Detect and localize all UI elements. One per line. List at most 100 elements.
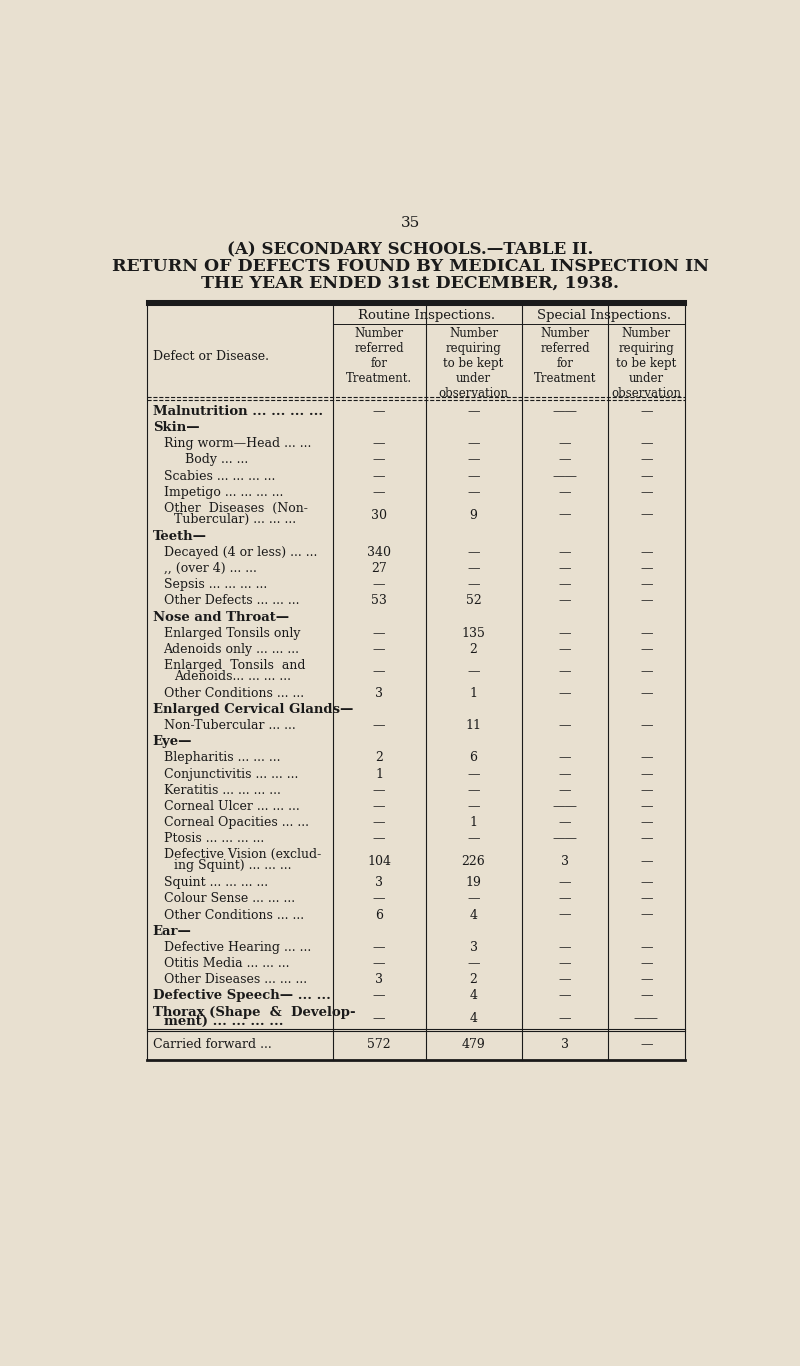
Text: Adenoids only ... ... ...: Adenoids only ... ... ... — [163, 643, 299, 656]
Text: 27: 27 — [371, 561, 387, 575]
Text: Defect or Disease.: Defect or Disease. — [153, 350, 269, 363]
Text: Other  Diseases  (Non-: Other Diseases (Non- — [163, 501, 307, 515]
Text: 9: 9 — [470, 508, 478, 522]
Text: —: — — [640, 470, 653, 482]
Text: —: — — [640, 578, 653, 591]
Text: —: — — [467, 768, 480, 780]
Text: —: — — [558, 578, 571, 591]
Text: —: — — [558, 665, 571, 679]
Text: —: — — [640, 1038, 653, 1050]
Text: —: — — [467, 454, 480, 466]
Text: 340: 340 — [367, 546, 391, 559]
Text: 4: 4 — [470, 989, 478, 1003]
Text: —: — — [640, 876, 653, 889]
Text: 53: 53 — [371, 594, 387, 608]
Text: ——: —— — [553, 404, 578, 418]
Text: —: — — [373, 486, 386, 499]
Text: —: — — [640, 437, 653, 451]
Text: 3: 3 — [375, 973, 383, 986]
Text: Ring worm—Head ... ...: Ring worm—Head ... ... — [163, 437, 311, 451]
Text: ing Squint) ... ... ...: ing Squint) ... ... ... — [174, 859, 292, 873]
Text: —: — — [373, 627, 386, 639]
Text: —: — — [640, 989, 653, 1003]
Text: 11: 11 — [466, 719, 482, 732]
Text: —: — — [373, 470, 386, 482]
Text: —: — — [640, 486, 653, 499]
Text: —: — — [640, 768, 653, 780]
Text: ——: —— — [553, 470, 578, 482]
Text: Corneal Ulcer ... ... ...: Corneal Ulcer ... ... ... — [163, 800, 299, 813]
Text: —: — — [373, 1012, 386, 1024]
Text: ment) ... ... ... ...: ment) ... ... ... ... — [163, 1016, 283, 1030]
Text: —: — — [558, 892, 571, 906]
Text: Routine Inspections.: Routine Inspections. — [358, 309, 496, 321]
Text: Number
requiring
to be kept
under
observation: Number requiring to be kept under observ… — [611, 328, 682, 400]
Text: 2: 2 — [470, 643, 478, 656]
Text: Ear—: Ear— — [153, 925, 191, 937]
Text: —: — — [640, 546, 653, 559]
Text: 135: 135 — [462, 627, 486, 639]
Text: Special Inspections.: Special Inspections. — [537, 309, 671, 321]
Text: Non-Tubercular ... ...: Non-Tubercular ... ... — [163, 719, 295, 732]
Text: —: — — [558, 941, 571, 953]
Text: —: — — [467, 958, 480, 970]
Text: —: — — [467, 470, 480, 482]
Text: ——: —— — [553, 832, 578, 846]
Text: —: — — [558, 1012, 571, 1024]
Text: —: — — [640, 719, 653, 732]
Text: 3: 3 — [470, 941, 478, 953]
Text: 2: 2 — [375, 751, 383, 765]
Text: —: — — [640, 832, 653, 846]
Text: —: — — [373, 437, 386, 451]
Text: 3: 3 — [375, 687, 383, 699]
Text: —: — — [373, 989, 386, 1003]
Text: 2: 2 — [470, 973, 478, 986]
Text: 6: 6 — [470, 751, 478, 765]
Text: —: — — [558, 561, 571, 575]
Text: —: — — [467, 832, 480, 846]
Text: —: — — [640, 855, 653, 867]
Text: Blepharitis ... ... ...: Blepharitis ... ... ... — [163, 751, 280, 765]
Text: —: — — [558, 719, 571, 732]
Text: Otitis Media ... ... ...: Otitis Media ... ... ... — [163, 958, 289, 970]
Text: —: — — [467, 800, 480, 813]
Text: —: — — [373, 892, 386, 906]
Text: Number
referred
for
Treatment: Number referred for Treatment — [534, 328, 596, 385]
Text: 3: 3 — [561, 855, 569, 867]
Text: —: — — [373, 816, 386, 829]
Text: Other Conditions ... ...: Other Conditions ... ... — [163, 908, 304, 922]
Text: —: — — [558, 958, 571, 970]
Text: —: — — [373, 578, 386, 591]
Text: Body ... ...: Body ... ... — [186, 454, 249, 466]
Text: —: — — [467, 561, 480, 575]
Text: Adenoids... ... ... ...: Adenoids... ... ... ... — [174, 669, 291, 683]
Text: Thorax (Shape  &  Develop-: Thorax (Shape & Develop- — [153, 1005, 355, 1019]
Text: ——: —— — [634, 1012, 659, 1024]
Text: 19: 19 — [466, 876, 482, 889]
Text: Carried forward ...: Carried forward ... — [153, 1038, 271, 1050]
Text: —: — — [640, 561, 653, 575]
Text: —: — — [640, 508, 653, 522]
Text: 226: 226 — [462, 855, 486, 867]
Text: —: — — [558, 687, 571, 699]
Text: —: — — [373, 719, 386, 732]
Text: (A) SECONDARY SCHOOLS.—TABLE II.: (A) SECONDARY SCHOOLS.—TABLE II. — [227, 240, 593, 258]
Text: —: — — [467, 784, 480, 796]
Text: Enlarged  Tonsils  and: Enlarged Tonsils and — [163, 658, 305, 672]
Text: —: — — [558, 989, 571, 1003]
Text: Eye—: Eye— — [153, 735, 192, 749]
Text: —: — — [373, 800, 386, 813]
Text: 35: 35 — [400, 216, 420, 231]
Text: —: — — [558, 768, 571, 780]
Text: —: — — [640, 800, 653, 813]
Text: Teeth—: Teeth— — [153, 530, 206, 542]
Text: Other Defects ... ... ...: Other Defects ... ... ... — [163, 594, 299, 608]
Text: 572: 572 — [367, 1038, 391, 1050]
Text: —: — — [558, 454, 571, 466]
Text: —: — — [373, 404, 386, 418]
Text: —: — — [373, 454, 386, 466]
Text: —: — — [558, 594, 571, 608]
Text: —: — — [640, 784, 653, 796]
Text: —: — — [558, 908, 571, 922]
Text: Malnutrition ... ... ... ...: Malnutrition ... ... ... ... — [153, 404, 323, 418]
